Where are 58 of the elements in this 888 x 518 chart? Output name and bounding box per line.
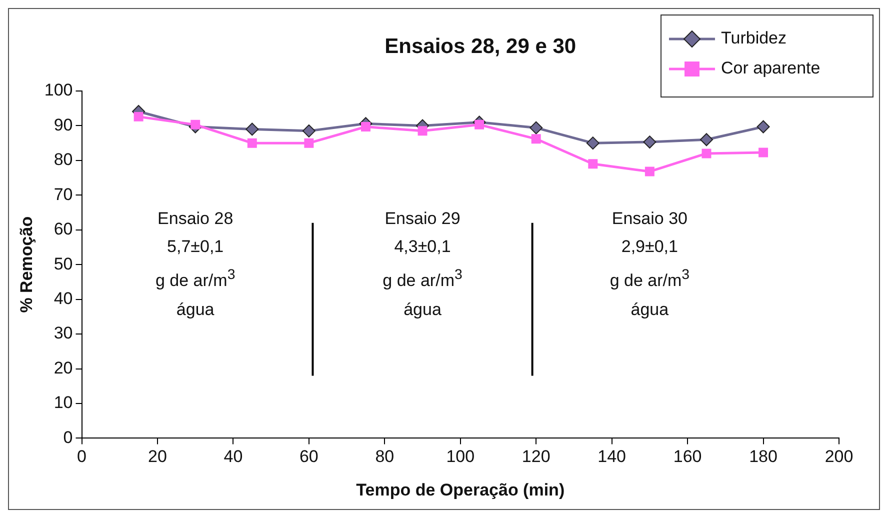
x-tick-label: 0: [77, 447, 86, 466]
annotation: Ensaio 28: [158, 209, 234, 230]
point: [246, 122, 259, 136]
x-tick-label: 120: [522, 447, 550, 466]
point: [758, 148, 768, 158]
point: [418, 126, 428, 136]
y-tick-label: 40: [54, 289, 73, 308]
y-tick-label: 20: [54, 358, 73, 378]
annotation: g de ar/m$^{3}$: [156, 266, 236, 292]
annotation: água: [404, 300, 442, 320]
x-tick-label: 200: [824, 447, 854, 466]
annotation: Ensaio 29: [384, 209, 460, 230]
point: [756, 120, 770, 134]
point: [588, 159, 598, 169]
y-tick-label: 90: [54, 115, 73, 134]
y-tick-label: 10: [54, 393, 73, 412]
point: [360, 122, 370, 132]
y-tick-label: 70: [54, 184, 73, 204]
point: [700, 133, 713, 146]
point: [134, 112, 144, 122]
annotation: 2,9±0,1: [621, 237, 678, 258]
x-tick-label: 40: [224, 447, 243, 466]
annotation: água: [630, 300, 669, 320]
chart-title: Ensaios 28, 29 e 30: [384, 34, 576, 58]
annotation: Ensaio 30: [612, 209, 688, 230]
x-tick-label: 100: [446, 447, 475, 466]
annotation: água: [176, 300, 214, 320]
x-tick-label: 140: [598, 447, 626, 466]
legend-label: Cor aparente: [721, 58, 820, 78]
legend-label: Turbidez: [721, 28, 787, 48]
point: [190, 120, 200, 130]
annotation: 5,7±0,1: [167, 237, 224, 258]
point: [643, 136, 656, 149]
y-tick-label: 100: [44, 80, 73, 100]
x-tick-label: 180: [749, 447, 778, 466]
point: [474, 120, 484, 130]
y-tick-label: 0: [63, 428, 73, 447]
point: [586, 136, 600, 150]
x-tick-label: 80: [375, 447, 394, 466]
x-tick-label: 20: [148, 447, 167, 466]
point: [302, 124, 316, 138]
y-tick-label: 30: [54, 324, 73, 343]
annotation: g de ar/m$^{3}$: [382, 266, 462, 292]
annotation: g de ar/m$^{3}$: [610, 266, 690, 292]
point: [247, 138, 257, 148]
point: [530, 121, 543, 134]
y-tick-label: 50: [54, 254, 73, 274]
annotation: 4,3±0,1: [394, 237, 451, 258]
point: [702, 148, 712, 158]
x-axis-title: Tempo de Operação (min): [356, 480, 565, 500]
y-tick-label: 80: [54, 150, 73, 170]
x-tick-label: 60: [299, 447, 318, 466]
point: [304, 138, 314, 148]
x-tick-label: 160: [673, 447, 702, 466]
y-tick-label: 60: [54, 220, 73, 239]
point: [644, 166, 654, 176]
y-axis-title: % Remoção: [16, 216, 36, 313]
point: [531, 134, 541, 144]
